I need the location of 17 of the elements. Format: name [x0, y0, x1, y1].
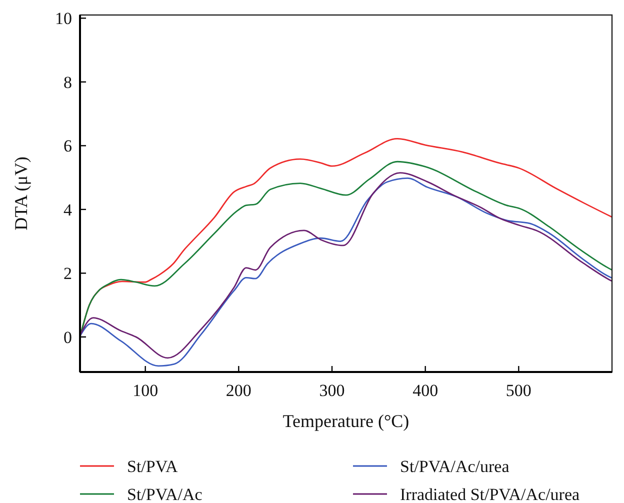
x-tick-label: 500 [506, 381, 532, 400]
y-tick-label: 10 [55, 9, 72, 28]
y-tick-label: 6 [64, 136, 72, 156]
legend-label: St/PVA [127, 457, 178, 476]
y-tick-label: 4 [64, 200, 72, 220]
x-tick-label: 200 [226, 381, 252, 400]
x-tick-label: 300 [319, 381, 345, 400]
y-tick-label: 2 [64, 264, 72, 284]
y-tick-label: 8 [64, 72, 72, 92]
y-axis-title: DTA (μV) [11, 156, 31, 230]
x-axis-title: Temperature (°C) [282, 411, 410, 431]
x-tick-label: 400 [412, 381, 438, 400]
x-tick-label: 100 [132, 381, 158, 400]
legend-label: St/PVA/Ac [127, 485, 203, 503]
legend-label: St/PVA/Ac/urea [400, 457, 510, 476]
legend-label: Irradiated St/PVA/Ac/urea [400, 485, 580, 503]
y-tick-label: 0 [64, 328, 72, 347]
